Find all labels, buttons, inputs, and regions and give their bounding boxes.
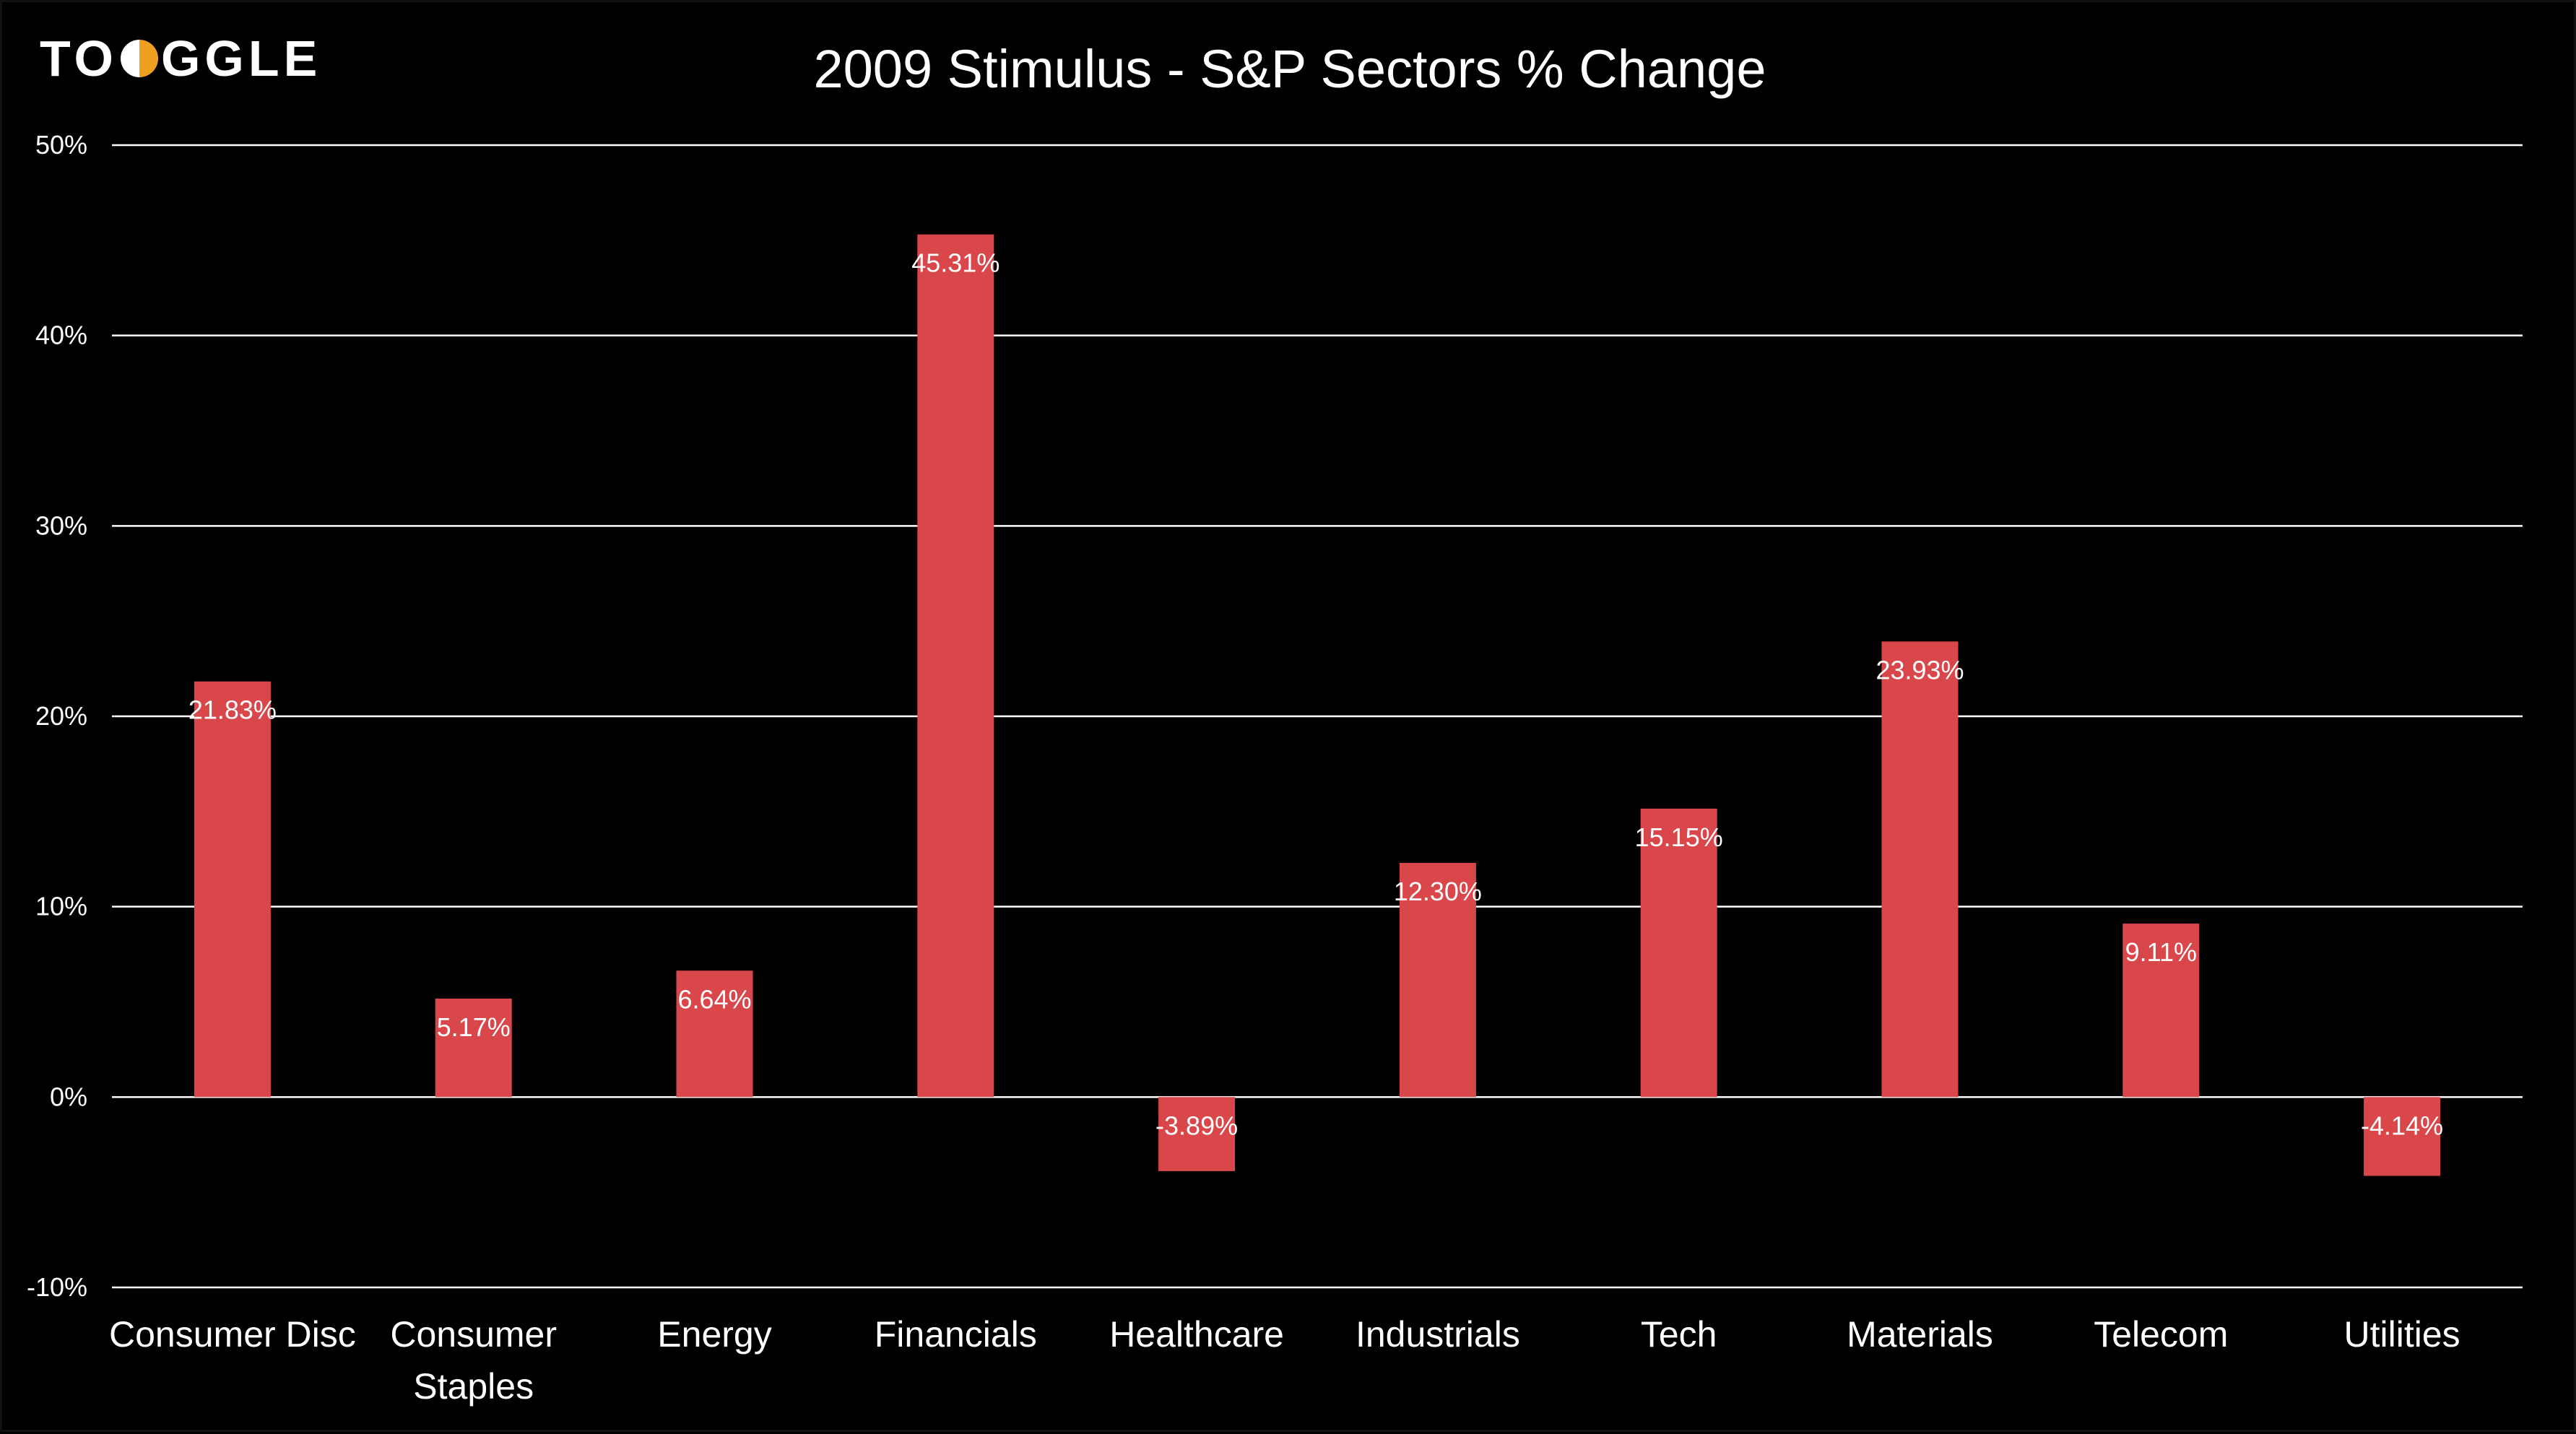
x-tick-label: Consumer Disc (109, 1314, 356, 1355)
bar (1399, 863, 1476, 1098)
x-tick-label: Industrials (1356, 1314, 1520, 1355)
logo-text-end: GGLE (160, 30, 322, 87)
data-label: -4.14% (2361, 1111, 2443, 1140)
bar (2122, 924, 2200, 1098)
bar (917, 234, 994, 1098)
y-tick-label: 30% (35, 510, 87, 540)
y-axis-ticks: -10% 0% 10% 20% 30% 40% 50% (27, 130, 87, 1302)
data-label: 12.30% (1394, 877, 1482, 906)
x-tick-label: Telecom (2094, 1314, 2228, 1355)
data-label: 21.83% (188, 695, 277, 725)
bar (676, 970, 753, 1098)
data-label: 9.11% (2125, 937, 2197, 967)
logo-mark-icon (120, 40, 158, 77)
gridlines (112, 144, 2523, 1289)
bar (435, 999, 512, 1098)
y-tick-label: 10% (35, 892, 87, 921)
bars (194, 234, 2441, 1176)
x-tick-label: Energy (657, 1314, 771, 1355)
bar (2364, 1097, 2441, 1176)
bar (1881, 641, 1959, 1098)
x-axis-labels: Consumer Disc Consumer Staples Energy Financ… (109, 1314, 2460, 1407)
logo-text-start: TO (40, 30, 118, 87)
x-tick-label: Tech (1641, 1314, 1717, 1355)
bar (1640, 808, 1717, 1098)
toggle-logo: TO GGLE (40, 30, 321, 87)
y-tick-label: 40% (35, 321, 87, 350)
y-tick-label: 50% (35, 130, 87, 160)
bar (1158, 1097, 1236, 1171)
chart-title: 2009 Stimulus - S&P Sectors % Change (814, 39, 1766, 99)
data-label: 15.15% (1635, 822, 1723, 852)
x-tick-label: Healthcare (1109, 1314, 1284, 1355)
data-label: 6.64% (677, 984, 751, 1014)
x-tick-label: Consumer Staples (390, 1314, 557, 1407)
data-labels: 21.83% 5.17% 6.64% 45.31% -3.89% 12.30% 15.15%… (188, 248, 2443, 1141)
x-tick-label: Materials (1847, 1314, 1993, 1355)
data-label: 23.93% (1875, 655, 1964, 685)
y-tick-label: 20% (35, 701, 87, 731)
x-tick-label: Financials (875, 1314, 1037, 1355)
x-tick-label-line: Consumer (390, 1314, 557, 1355)
data-label: 5.17% (437, 1012, 511, 1042)
x-tick-label: Utilities (2344, 1314, 2460, 1355)
data-label: -3.89% (1155, 1111, 1238, 1140)
data-label: 45.31% (911, 248, 999, 278)
y-tick-label: 0% (50, 1082, 87, 1111)
y-tick-label: -10% (27, 1272, 87, 1302)
bar (194, 681, 271, 1098)
x-tick-label-line: Staples (413, 1366, 534, 1407)
